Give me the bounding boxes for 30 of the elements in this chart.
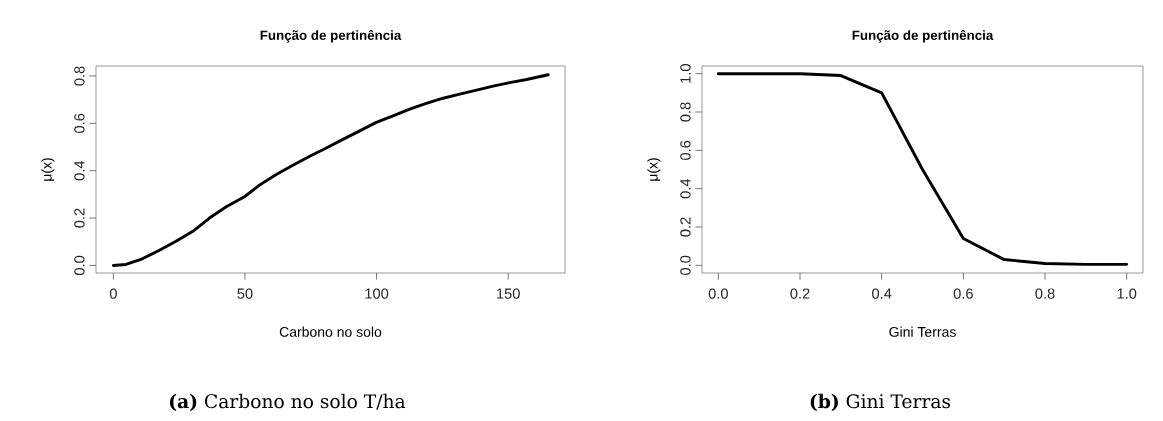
x-tick-label: 0.6	[953, 288, 973, 299]
x-axis-title: Gini Terras	[889, 326, 956, 337]
y-tick-label: 1.0	[680, 64, 691, 83]
x-tick-label: 1.0	[1117, 288, 1137, 299]
y-axis-title: μ(x)	[647, 158, 661, 181]
x-tick-label: 150	[497, 288, 520, 299]
y-tick-label: 0.0	[74, 255, 85, 276]
y-tick-label: 0.4	[680, 178, 691, 199]
y-tick-label: 0.4	[74, 160, 85, 181]
text: (b) Gini Terras	[810, 393, 951, 411]
x-tick-label: 0.8	[1035, 288, 1055, 299]
y-tick-label: 0.0	[680, 255, 691, 275]
y-tick-label: 0.6	[74, 113, 85, 133]
y-tick-label: 0.8	[74, 66, 85, 86]
text: (a) Carbono no solo T/ha	[170, 393, 406, 411]
x-tick-label: 0.0	[708, 288, 728, 299]
x-tick-label: 100	[365, 288, 389, 299]
chart-title: Função de pertinência	[852, 29, 994, 43]
x-tick-label: 0.4	[872, 288, 892, 299]
x-tick-label: 0.2	[790, 288, 810, 299]
y-tick-label: 0.8	[680, 102, 691, 122]
x-tick-label: 50	[237, 288, 253, 299]
x-axis-title: Carbono no solo	[279, 326, 382, 337]
chart-title: Função de pertinência	[260, 29, 402, 43]
line-series	[111, 73, 550, 267]
y-tick-label: 0.2	[680, 217, 691, 237]
x-tick-label: 0	[109, 288, 117, 299]
y-axis-title: μ(x)	[41, 158, 55, 181]
y-tick-label: 0.2	[74, 208, 85, 228]
y-tick-label: 0.6	[680, 140, 691, 160]
